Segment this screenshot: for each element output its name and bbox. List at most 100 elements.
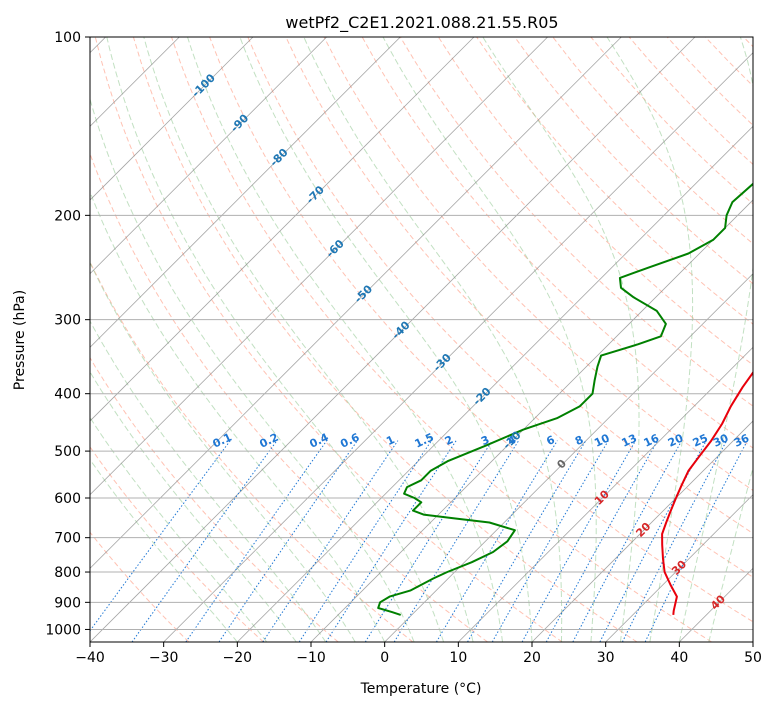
mixing-ratio-line (364, 440, 493, 642)
mixing-ratio-line (298, 440, 432, 642)
moist-adiabat (606, 37, 694, 642)
moist-adiabat (187, 37, 503, 642)
moist-adiabat (90, 190, 386, 642)
mixing-ratio-line (262, 440, 399, 642)
dry-adiabat (361, 37, 753, 449)
moist-adiabat (143, 37, 474, 642)
mixing-ratio-label: 13 (620, 432, 639, 450)
moist-adiabat (106, 37, 445, 642)
mixing-ratio-line (90, 440, 231, 632)
mixing-ratio-label: 36 (732, 431, 752, 449)
isotherm-label: 10 (592, 487, 612, 507)
x-tick-label: 50 (744, 650, 762, 666)
isotherm-label: -90 (228, 111, 251, 134)
isotherm (679, 567, 753, 642)
mixing-ratio-label: 6 (544, 433, 557, 448)
isotherm (90, 37, 327, 275)
isotherm-label: -40 (389, 318, 412, 341)
dry-adiabat (90, 152, 488, 642)
dry-adiabat (323, 37, 753, 491)
isotherm (90, 37, 254, 201)
y-tick-label: 600 (54, 491, 81, 507)
isotherm (163, 52, 753, 642)
mixing-ratio-line (572, 440, 683, 642)
moist-adiabat (90, 458, 238, 642)
isotherm (605, 494, 753, 642)
x-tick-label: 0 (380, 650, 389, 666)
dry-adiabat (90, 356, 339, 642)
y-axis-label: Pressure (hPa) (12, 290, 28, 390)
isotherm (90, 37, 401, 348)
y-tick-label: 100 (54, 30, 81, 46)
isotherm-label: -20 (470, 385, 493, 408)
mixing-ratio-label: 16 (642, 431, 662, 449)
mixing-ratio-line (644, 440, 748, 642)
mixing-ratio-label: 1.5 (413, 431, 436, 451)
y-tick-label: 700 (54, 531, 81, 547)
x-tick-label: 30 (597, 650, 615, 666)
dry-adiabat (285, 37, 753, 535)
moist-adiabat (90, 261, 356, 642)
moist-adiabat (90, 320, 327, 642)
mixing-ratio-line (467, 440, 587, 642)
mixing-ratio-label: 10 (592, 431, 612, 449)
plot-frame (89, 36, 754, 643)
dry-adiabat (90, 260, 414, 642)
x-tick-label: 10 (449, 650, 467, 666)
mixing-ratio-label: 25 (691, 432, 710, 450)
mixing-ratio-label: 1 (384, 433, 396, 448)
mixing-ratio-line (218, 440, 358, 642)
y-axis: 100 200 300 400 500 600 700 800 900 1000 (45, 30, 90, 638)
isotherm (531, 420, 753, 642)
dry-adiabat (743, 37, 753, 48)
mixing-ratio-line (435, 440, 558, 642)
mixing-ratio-line (393, 440, 520, 642)
y-tick-label: 800 (54, 565, 81, 581)
moist-adiabat (239, 37, 533, 642)
mixing-ratio-label: 2 (443, 433, 455, 448)
isotherm (458, 346, 753, 642)
isotherm (90, 37, 696, 642)
dry-adiabat (94, 37, 563, 642)
dry-adiabat (704, 37, 753, 87)
isotherm-label: 30 (669, 558, 689, 578)
mixing-ratio-line (185, 440, 328, 642)
y-tick-label: 1000 (45, 622, 81, 638)
temperature-line (661, 370, 753, 615)
isotherm (237, 125, 753, 642)
isotherm-label: -60 (324, 237, 347, 260)
moist-adiabat (382, 37, 597, 642)
y-tick-label: 500 (54, 444, 81, 460)
dry-adiabat (132, 37, 638, 642)
dry-adiabat (90, 446, 264, 642)
mixing-ratio-line (131, 440, 278, 642)
mixing-ratio-label: 0.4 (307, 431, 330, 451)
moist-adiabat (678, 37, 753, 642)
chart-title: wetPf2_C2E1.2021.088.21.55.R05 (285, 13, 558, 33)
x-axis: −40 −30 −20 −10 0 10 20 30 40 50 (75, 642, 762, 666)
dry-adiabat (666, 37, 753, 126)
x-tick-label: −40 (75, 650, 105, 666)
isotherm (384, 273, 753, 642)
dry-adiabat (399, 37, 753, 407)
mixing-ratio-label: 0.2 (257, 431, 280, 451)
background-lines (90, 37, 753, 642)
dry-adiabat (171, 37, 712, 642)
dewpoint-line (377, 182, 753, 616)
isotherm-label: -100 (189, 71, 218, 100)
pressure-gridlines (90, 37, 753, 630)
mixing-ratio-label: 30 (711, 431, 731, 449)
moist-adiabat (303, 37, 563, 642)
isotherm-label: 0 (554, 457, 569, 472)
dry-adiabat (209, 37, 753, 623)
dry-adiabat (514, 37, 753, 285)
mixing-ratio-label: 0.1 (211, 431, 234, 451)
isotherm (310, 199, 753, 642)
dry-adiabat (247, 37, 753, 578)
mixing-ratio-line (491, 440, 609, 642)
isotherm-label: 20 (633, 520, 653, 540)
x-tick-label: −20 (223, 650, 253, 666)
isotherm (90, 37, 622, 569)
isotherm (90, 37, 475, 422)
